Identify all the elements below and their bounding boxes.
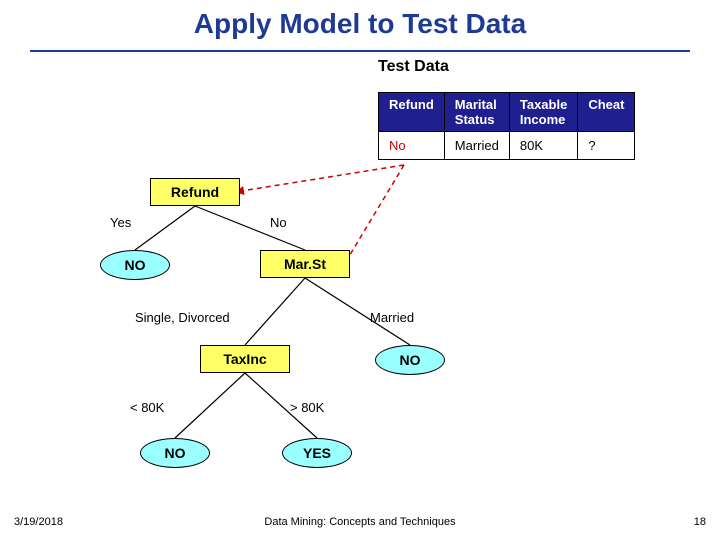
cell-income: 80K: [509, 132, 577, 160]
test-data-table: Refund Marital Status Taxable Income Che…: [378, 92, 635, 160]
footer-page: 18: [694, 516, 706, 528]
cell-cheat: ?: [578, 132, 635, 160]
col-marital: Marital Status: [444, 93, 509, 132]
slide-title: Apply Model to Test Data: [0, 8, 720, 40]
node-no-right: NO: [375, 345, 445, 375]
node-refund: Refund: [150, 178, 240, 206]
cell-marital: Married: [444, 132, 509, 160]
edge-label-lt80k: < 80K: [130, 400, 164, 415]
cell-refund: No: [379, 132, 445, 160]
col-cheat: Cheat: [578, 93, 635, 132]
edge-label-yes: Yes: [110, 215, 131, 230]
node-marst: Mar.St: [260, 250, 350, 278]
edge-label-no: No: [270, 215, 287, 230]
edge-label-married: Married: [370, 310, 414, 325]
node-no-bottom: NO: [140, 438, 210, 468]
node-taxinc: TaxInc: [200, 345, 290, 373]
footer-center: Data Mining: Concepts and Techniques: [0, 516, 720, 528]
test-data-label: Test Data: [378, 58, 449, 76]
node-no-left: NO: [100, 250, 170, 280]
table-header-row: Refund Marital Status Taxable Income Che…: [379, 93, 635, 132]
node-yes-bottom: YES: [282, 438, 352, 468]
edge-label-single: Single, Divorced: [135, 310, 230, 325]
col-income: Taxable Income: [509, 93, 577, 132]
table-row: No Married 80K ?: [379, 132, 635, 160]
col-refund: Refund: [379, 93, 445, 132]
slide: Apply Model to Test Data Test Data Refun…: [0, 0, 720, 540]
edge-label-gt80k: > 80K: [290, 400, 324, 415]
title-underline: [30, 50, 690, 52]
